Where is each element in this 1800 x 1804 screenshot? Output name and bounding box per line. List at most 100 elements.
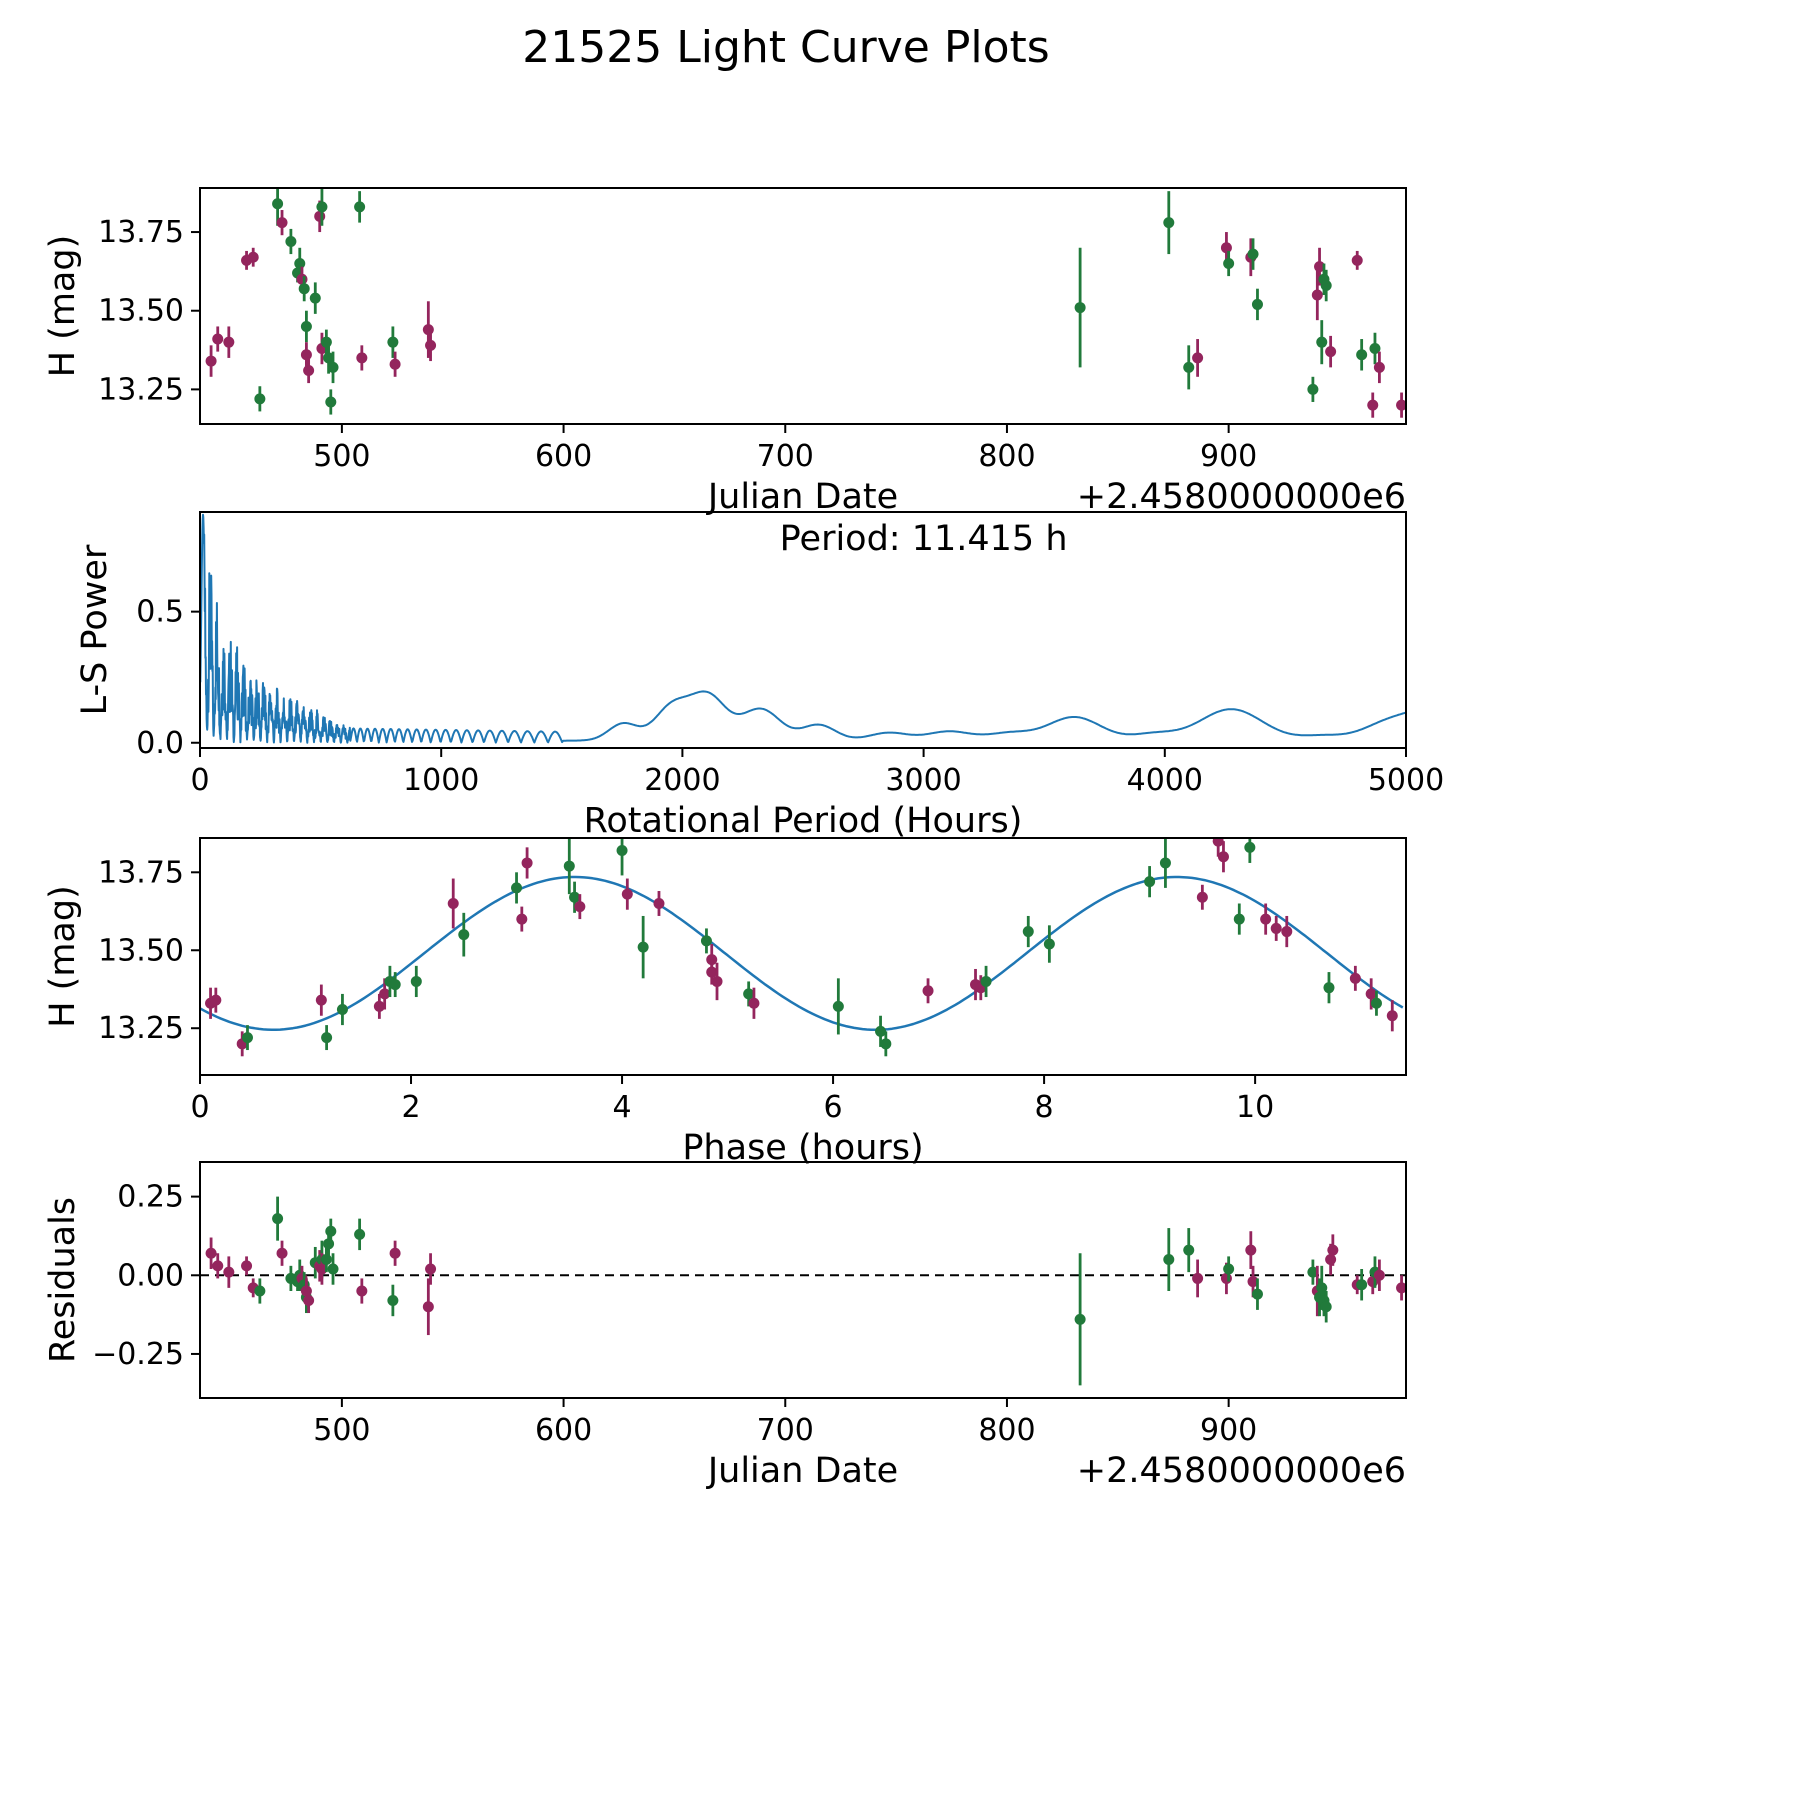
y-tick-label: −0.25 [92,1337,184,1372]
data-point [748,997,760,1009]
data-point [1307,383,1319,395]
data-point [1144,876,1156,888]
axes-spines [199,1161,1407,1399]
data-point [1356,349,1368,361]
data-point [1320,280,1332,292]
data-point [276,217,288,229]
data-point [254,393,266,405]
figure-title: 21525 Light Curve Plots [522,22,1050,73]
x-tick-label: 500 [313,439,370,474]
data-point [1074,302,1086,314]
x-tick-label: 800 [978,439,1035,474]
data-point [1260,913,1272,925]
data-point [880,1038,892,1050]
data-point [316,201,328,213]
data-point [1192,1272,1204,1284]
data-point [1159,857,1171,869]
data-point [1316,336,1328,348]
data-point [1220,1272,1232,1284]
data-point [1183,1244,1195,1256]
data-point [379,988,391,1000]
x-tick-label: 4000 [1127,763,1203,798]
data-point [563,860,575,872]
y-tick-label: 0.25 [117,1180,184,1215]
data-point [1386,1010,1398,1022]
data-point [212,333,224,345]
plot-area-jd-hmag [205,188,1406,418]
data-point [356,352,368,364]
x-axis-offset-label: +2.4580000000e6 [1077,1451,1406,1491]
data-point [1183,361,1195,373]
data-point [1356,1279,1368,1291]
data-point [1325,1254,1337,1266]
data-point [1323,982,1335,994]
x-tick-label: 600 [535,439,592,474]
data-point [272,198,284,210]
data-point [1251,298,1263,310]
data-point [323,352,335,364]
x-tick-label: 4 [613,1090,632,1125]
data-point [1396,1282,1406,1294]
data-point [327,361,339,373]
x-tick-label: 8 [1035,1090,1054,1125]
data-point [637,941,649,953]
data-point [1365,988,1377,1000]
y-tick-label: 13.75 [98,855,184,890]
data-point [210,994,222,1006]
data-point [205,1247,217,1259]
x-tick-label: 2000 [644,763,720,798]
data-point [1244,841,1256,853]
data-point [1233,913,1245,925]
periodogram-curve [200,513,1406,744]
data-point [303,1294,315,1306]
data-point [1327,1244,1339,1256]
data-point [1217,851,1229,863]
data-point [1370,997,1382,1009]
y-axis-label: H (mag) [43,235,83,378]
data-point [325,396,337,408]
data-point [1307,1266,1319,1278]
x-tick-label: 2 [401,1090,420,1125]
data-point [309,292,321,304]
data-point [320,1254,332,1266]
data-point [1223,258,1235,270]
y-tick-label: 0.0 [136,726,184,761]
data-point [303,365,315,377]
data-point [254,1285,266,1297]
period-annotation: Period: 11.415 h [780,519,1068,559]
y-tick-label: 13.50 [98,294,184,329]
data-point [321,1032,333,1044]
y-axis-label: Residuals [43,1197,83,1363]
x-tick-label: 500 [313,1413,370,1448]
data-point [354,1228,366,1240]
panel-residuals: 500 600 700 800 900 −0.25 0.00 0.25 Julian Date R… [43,1161,1407,1491]
data-point [574,901,586,913]
x-tick-label: 3000 [885,763,961,798]
data-point [1373,361,1385,373]
data-point [447,897,459,909]
sinusoid-fit-curve [200,875,1404,1032]
x-axis-offset-label: +2.4580000000e6 [1077,477,1406,517]
data-point [298,283,310,295]
data-point [700,935,712,947]
data-point [458,929,470,941]
data-point [316,1263,328,1275]
data-point [373,1000,385,1012]
y-tick-label: 0.00 [117,1258,184,1293]
data-point [1196,891,1208,903]
data-point [320,336,332,348]
data-point [300,349,312,361]
data-point [1220,242,1232,254]
data-point [285,235,297,247]
data-point [314,210,326,222]
y-tick-label: 13.25 [98,1011,184,1046]
x-tick-label: 0 [190,763,209,798]
data-point [711,975,723,987]
data-point [653,897,665,909]
x-tick-label: 1000 [403,763,479,798]
y-axis-label: L-S Power [75,544,115,715]
data-point [325,1225,337,1237]
data-point [1349,972,1361,984]
